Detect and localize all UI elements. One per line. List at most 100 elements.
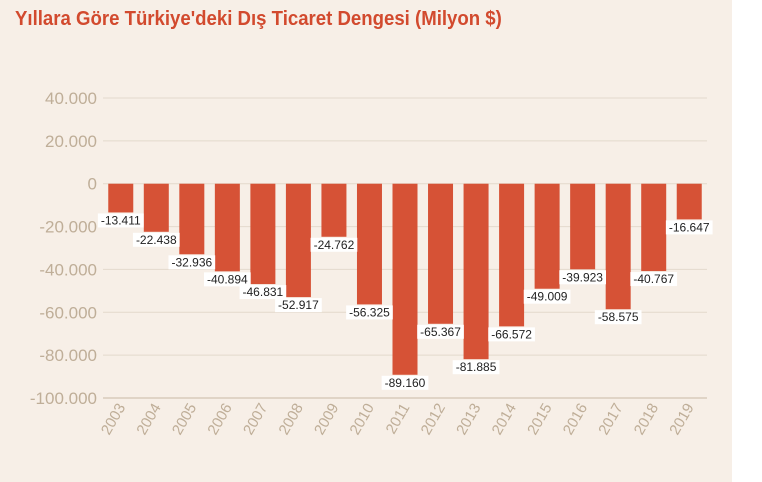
bar bbox=[143, 183, 169, 232]
y-tick-label: -20.000 bbox=[39, 218, 97, 237]
data-label-bg bbox=[346, 305, 393, 320]
x-tick-label: 2005 bbox=[169, 401, 200, 438]
bar-chart: 40.000 20.000 0 -20.000 -40.000 -60.000 -80.00… bbox=[30, 89, 713, 438]
chart-title: Yıllara Göre Türkiye'deki Dış Ticaret De… bbox=[15, 8, 502, 30]
y-tick-label: 20.000 bbox=[45, 132, 97, 151]
data-label: -52.917 bbox=[275, 298, 322, 313]
bar bbox=[321, 183, 347, 237]
data-label-bg bbox=[488, 327, 535, 342]
data-label-text: -46.831 bbox=[243, 285, 284, 299]
bar bbox=[605, 183, 631, 310]
bars bbox=[108, 183, 702, 375]
data-label: -13.411 bbox=[97, 213, 144, 228]
data-label-bg bbox=[132, 232, 180, 247]
x-tick-label: 2017 bbox=[595, 401, 626, 438]
data-label: -24.762 bbox=[310, 237, 358, 252]
data-label: -81.885 bbox=[452, 360, 500, 375]
bar bbox=[179, 183, 205, 255]
bar bbox=[534, 183, 560, 289]
data-label: -65.367 bbox=[417, 324, 464, 339]
data-label-bg bbox=[594, 310, 642, 325]
x-tick-label: 2009 bbox=[311, 401, 342, 438]
data-label-text: -16.647 bbox=[669, 220, 710, 234]
bar bbox=[463, 183, 489, 360]
bar bbox=[285, 183, 311, 298]
data-label-text: -32.936 bbox=[171, 255, 212, 269]
y-tick-label: 0 bbox=[88, 175, 97, 194]
x-tick-label: 2003 bbox=[98, 401, 129, 438]
bar bbox=[570, 183, 596, 270]
x-tick-label: 2006 bbox=[204, 401, 235, 438]
x-tick-label: 2013 bbox=[453, 401, 484, 438]
x-tick-label: 2018 bbox=[631, 401, 662, 438]
x-tick-label: 2016 bbox=[560, 401, 591, 438]
data-label: -40.894 bbox=[204, 272, 251, 287]
data-labels: -13.411 -22.438 -32.936 -40.894-46.831-52.9… bbox=[97, 213, 713, 390]
bar bbox=[356, 183, 382, 305]
data-label-text: -49.009 bbox=[527, 290, 568, 304]
data-label-text: -89.160 bbox=[385, 376, 426, 390]
x-tick-label: 2010 bbox=[347, 401, 378, 438]
data-label-bg bbox=[381, 375, 429, 390]
bar bbox=[499, 183, 525, 327]
x-tick-label: 2008 bbox=[275, 401, 306, 438]
data-label-bg bbox=[310, 237, 358, 252]
y-axis-ticks: 40.000 20.000 0 -20.000 -40.000 -60.000 -80.00… bbox=[30, 89, 97, 408]
data-label: -58.575 bbox=[594, 310, 642, 325]
data-label-text: -39.923 bbox=[562, 270, 603, 284]
data-label: -40.767 bbox=[630, 272, 678, 287]
x-tick-label: 2007 bbox=[240, 401, 271, 438]
x-tick-label: 2019 bbox=[666, 401, 697, 438]
data-label-text: -40.767 bbox=[633, 272, 674, 286]
bar bbox=[108, 183, 134, 213]
data-label-bg bbox=[523, 289, 571, 304]
data-label-text: -40.894 bbox=[207, 272, 248, 286]
data-label: -46.831 bbox=[239, 285, 287, 300]
bar bbox=[250, 183, 276, 285]
data-label: -56.325 bbox=[346, 305, 393, 320]
data-label-text: -13.411 bbox=[101, 213, 141, 227]
x-tick-label: 2011 bbox=[383, 401, 414, 437]
data-label-bg bbox=[97, 213, 144, 228]
bar bbox=[641, 183, 667, 272]
bar bbox=[392, 183, 418, 375]
data-label-text: -56.325 bbox=[349, 305, 390, 319]
data-label-text: -66.572 bbox=[491, 327, 532, 341]
bar bbox=[214, 183, 240, 272]
data-label: -66.572 bbox=[488, 327, 535, 342]
data-label: -89.160 bbox=[381, 375, 429, 390]
y-tick-label: -60.000 bbox=[39, 303, 97, 322]
page-margin bbox=[732, 0, 762, 482]
y-tick-label: -100.000 bbox=[30, 389, 97, 408]
data-label-bg bbox=[630, 272, 678, 287]
data-label-bg bbox=[204, 272, 251, 287]
x-axis-ticks: 2003 2004 2005 2006 2007 2008 2009 2010 2011 2012… bbox=[98, 401, 698, 438]
data-label-bg bbox=[275, 298, 322, 313]
data-label-text: -58.575 bbox=[598, 310, 639, 324]
y-tick-label: -40.000 bbox=[39, 260, 97, 279]
x-tick-label: 2015 bbox=[524, 401, 555, 438]
data-label: -49.009 bbox=[523, 289, 571, 304]
data-label-bg bbox=[168, 255, 216, 270]
data-label-bg bbox=[559, 270, 606, 285]
data-label-text: -81.885 bbox=[456, 360, 497, 374]
x-tick-label: 2014 bbox=[489, 401, 520, 438]
data-label: -39.923 bbox=[559, 270, 606, 285]
y-tick-label: 40.000 bbox=[45, 89, 97, 108]
bar bbox=[428, 183, 454, 324]
y-tick-label: -80.000 bbox=[39, 346, 97, 365]
data-label-bg bbox=[665, 220, 713, 235]
data-label-text: -52.917 bbox=[278, 298, 319, 312]
x-tick-label: 2012 bbox=[418, 401, 449, 438]
data-label-bg bbox=[452, 360, 500, 375]
data-label: -32.936 bbox=[168, 255, 216, 270]
data-label-text: -24.762 bbox=[314, 238, 355, 252]
x-tick-label: 2004 bbox=[133, 401, 164, 438]
data-label: -22.438 bbox=[132, 232, 180, 247]
data-label-text: -65.367 bbox=[420, 325, 461, 339]
data-label: -16.647 bbox=[665, 220, 713, 235]
bar bbox=[676, 183, 702, 220]
data-label-bg bbox=[239, 285, 287, 300]
data-label-bg bbox=[417, 324, 464, 339]
data-label-text: -22.438 bbox=[136, 233, 177, 247]
